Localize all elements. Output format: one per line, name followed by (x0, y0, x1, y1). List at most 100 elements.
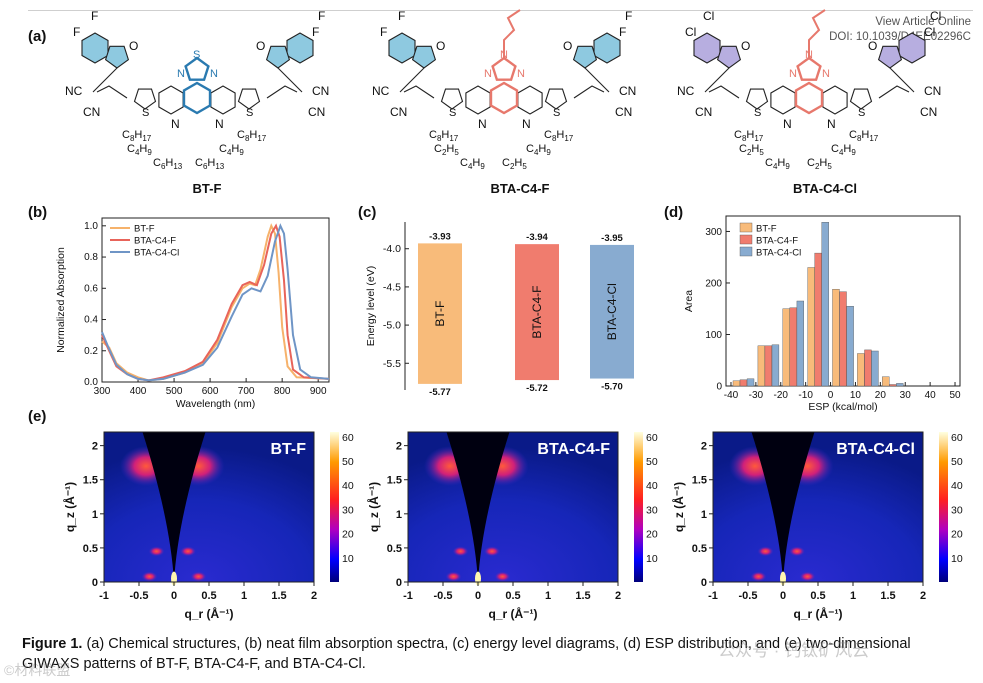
esp-bar-bta-c4-cl (846, 305, 854, 387)
halogen-atom: F (619, 25, 626, 39)
y-tick-label: -5.5 (383, 358, 401, 370)
y-tick-label: 2 (701, 441, 707, 453)
nitrogen-atom: N (171, 117, 180, 131)
missing-wedge (751, 432, 815, 582)
giwaxs-panel-bt-f: -1 -0.5 0 0.5 1 1.5 200.511.52q_r (Å⁻¹)q_z (Å⁻… (62, 431, 354, 621)
x-tick-label: -20 (774, 390, 789, 401)
thiophene-ring (133, 88, 157, 110)
colorbar-tick-label: 20 (342, 529, 354, 541)
y-tick-label: -4.0 (383, 243, 401, 255)
y-tick-label: 0 (92, 577, 98, 589)
y-tick-label: 0 (701, 577, 707, 589)
halogen-atom: F (91, 9, 98, 23)
x-tick-label: 0.5 (505, 590, 520, 602)
x-tick-label: 0 (171, 590, 177, 602)
absorption-line-bt-f (101, 223, 330, 382)
doi-link[interactable]: DOI: 10.1039/D4EE02296C (829, 31, 971, 43)
colorbar-tick-label: 30 (951, 504, 963, 516)
core-benzene (489, 81, 519, 115)
colorbar-tick-label: 10 (646, 553, 658, 565)
x-tick-label: 1 (545, 590, 551, 602)
caption-lead: Figure 1. (22, 636, 83, 652)
y-tick-label: 0 (396, 577, 402, 589)
y-axis-label: q_z (Å⁻¹) (62, 482, 77, 532)
oxygen-atom: O (868, 39, 877, 53)
oxygen-atom: O (436, 39, 445, 53)
sulfur-atom: S (858, 107, 865, 119)
end-group-cyclopentanone (104, 45, 130, 69)
lumo-label: -3.93 (429, 231, 451, 242)
side-chain-label: C8H17 (429, 129, 459, 143)
core-atom: N (822, 68, 830, 80)
header-rule (28, 10, 973, 11)
cyano-group: CN (695, 105, 712, 119)
x-tick-label: 600 (202, 386, 219, 397)
x-axis-label: Wavelength (nm) (176, 398, 256, 410)
y-axis-label: Energy level (eV) (365, 266, 377, 347)
halogen-atom: F (380, 25, 387, 39)
molecule-name-bta-c4-f: BTA-C4-F (490, 181, 550, 196)
legend-label: BTA-C4-F (134, 236, 176, 247)
y-tick-label: 0.5 (692, 543, 707, 555)
core-azole-ring (184, 56, 210, 81)
sulfur-atom: S (553, 107, 560, 119)
energy-bar-bta-c4-f (515, 244, 559, 381)
x-tick-label: 20 (875, 390, 887, 401)
legend-swatch (739, 222, 753, 233)
colorbar (939, 432, 948, 582)
halogen-atom: F (312, 25, 319, 39)
core-butyl-chain (808, 9, 826, 58)
oxygen-atom: O (563, 39, 572, 53)
x-tick-label: 10 (850, 390, 862, 401)
esp-bar-bta-c4-f (814, 252, 822, 387)
nitrogen-atom: N (827, 117, 836, 131)
x-tick-label: 500 (166, 386, 183, 397)
core-butyl-chain (503, 9, 521, 58)
end-group-cyclopentanone (572, 45, 598, 69)
cyano-group: CN (390, 105, 407, 119)
caption-body: (a) Chemical structures, (b) neat film a… (22, 636, 911, 672)
x-tick-label: 2 (311, 590, 317, 602)
cyano-group: CN (312, 84, 329, 98)
homo-label: -5.70 (601, 382, 623, 393)
x-tick-label: -10 (798, 390, 813, 401)
esp-bar-bt-f (807, 267, 815, 387)
x-tick-label: 1.5 (880, 590, 895, 602)
dicyano-bond (889, 67, 915, 93)
colorbar-tick-label: 60 (342, 432, 354, 444)
lumo-label: -3.95 (601, 233, 623, 244)
esp-distribution-chart: -40 -30 -20 -10 0 10 20 30 40 50 0 100 200 300 ESP (kc… (683, 215, 961, 412)
side-chain-label: C8H17 (849, 129, 879, 143)
colorbar-tick-label: 30 (646, 504, 658, 516)
molecule-name-bta-c4-cl: BTA-C4-Cl (792, 181, 858, 196)
scattering-spot (789, 546, 805, 557)
scattering-spot (494, 571, 511, 582)
side-chain-label: C4H9 (831, 143, 856, 157)
esp-bar-bt-f (832, 288, 840, 387)
colorbar-tick-label: 50 (342, 456, 354, 468)
esp-bar-bta-c4-cl (771, 344, 780, 387)
cyano-group: CN (83, 105, 100, 119)
x-tick-label: 0.5 (810, 590, 825, 602)
y-axis-label: Normalized Absorption (55, 247, 67, 353)
esp-bar-bta-c4-cl (796, 300, 805, 387)
vinyl-bond (403, 85, 435, 99)
panel-e-label: (e) (28, 408, 47, 425)
missing-wedge (446, 432, 510, 582)
legend-label: BTA-C4-F (756, 236, 798, 247)
molecule-name-bt-f: BT-F (192, 181, 222, 196)
pyrrole-fused-ring (517, 85, 543, 115)
y-tick-label: 0.4 (84, 315, 98, 326)
y-tick-label: 1.5 (692, 475, 707, 487)
y-tick-label: 1.5 (83, 475, 98, 487)
side-chain-label: C4H9 (219, 143, 244, 157)
x-tick-label: 0 (780, 590, 786, 602)
dicyano-bond (92, 67, 118, 93)
side-chain-label: C6H13 (195, 157, 225, 171)
y-tick-label: 2 (396, 441, 402, 453)
end-group-cyclopentanone (265, 45, 291, 69)
view-article-online-link[interactable]: View Article Online (875, 16, 971, 28)
vinyl-bond (96, 85, 128, 99)
thiophene-ring (440, 88, 464, 110)
